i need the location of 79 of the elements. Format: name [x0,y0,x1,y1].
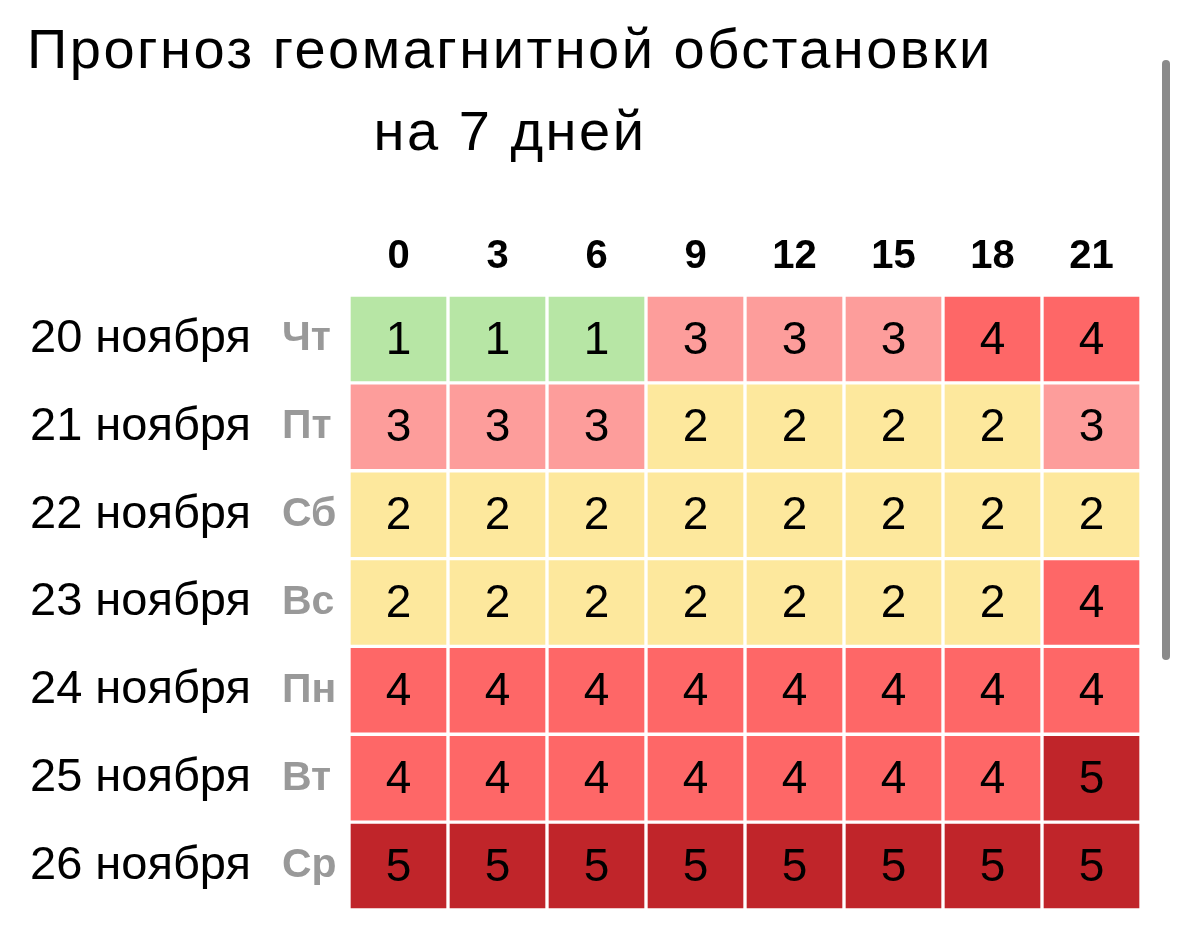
data-label: 4 [1078,575,1105,628]
data-label: 4 [682,663,709,716]
data-label: 2 [979,575,1006,628]
data-label: 4 [385,663,412,716]
data-label: 4 [583,663,610,716]
data-label: 4 [880,663,907,716]
data-label: 5 [781,838,808,891]
chart-title: Прогноз геомагнитной обстановки на 7 дней [26,16,994,164]
data-label: 4 [781,750,808,803]
data-label: 2 [385,487,412,540]
x-tick-label: 21 [1069,232,1114,277]
data-label: 2 [781,399,808,452]
y2-tick-label: Пт [282,401,332,448]
data-label: 5 [385,838,412,891]
data-label: 3 [781,311,808,364]
data-label: 5 [484,838,511,891]
data-label: 5 [1078,750,1105,803]
x-tick-label: 3 [486,232,509,277]
y-tick-label: 24 ноября [30,660,251,714]
x-tick-label: 9 [684,232,707,277]
y-tick-label: 23 ноября [30,572,251,626]
data-label: 4 [979,663,1006,716]
y-tick-label: 25 ноября [30,748,251,802]
x-tick-label: 15 [871,232,916,277]
data-label: 5 [583,838,610,891]
y-tick-label: 20 ноября [30,308,251,362]
data-label: 2 [880,487,907,540]
data-label: 3 [583,399,610,452]
y-tick-label: 22 ноября [30,484,251,538]
x-tick-label: 0 [387,232,410,277]
y2-tick-label: Вс [282,576,335,623]
data-label: 2 [979,487,1006,540]
y2-tick-label: Сб [282,488,337,535]
x-tick-label: 12 [772,232,817,277]
y-tick-label: 26 ноября [30,836,251,890]
data-label: 2 [484,487,511,540]
data-label: 3 [385,399,412,452]
data-label: 4 [682,750,709,803]
data-label: 5 [979,838,1006,891]
y2-tick-label: Вт [282,752,332,799]
x-tick-label: 6 [585,232,608,277]
data-label: 4 [484,663,511,716]
data-label: 2 [880,399,907,452]
data-label: 3 [1078,399,1105,452]
data-label: 1 [583,311,610,364]
data-label: 4 [979,750,1006,803]
data-label: 2 [484,575,511,628]
y2-tick-label: Пн [282,664,337,711]
data-label: 2 [781,575,808,628]
data-label: 4 [484,750,511,803]
data-label: 5 [880,838,907,891]
data-label: 2 [682,575,709,628]
data-label: 3 [484,399,511,452]
y2-tick-label: Ср [282,840,337,887]
data-label: 4 [979,311,1006,364]
y-tick-label: 21 ноября [30,396,251,450]
data-label: 2 [1078,487,1105,540]
data-label: 2 [682,487,709,540]
data-label: 4 [880,750,907,803]
data-label: 2 [583,575,610,628]
data-label: 2 [385,575,412,628]
data-label: 4 [1078,311,1105,364]
data-label: 5 [682,838,709,891]
data-label: 2 [979,399,1006,452]
data-label: 3 [880,311,907,364]
y2-tick-label: Чт [282,313,331,360]
data-label: 2 [880,575,907,628]
data-label: 3 [682,311,709,364]
data-label: 1 [484,311,511,364]
data-label: 1 [385,311,412,364]
data-label: 5 [1078,838,1105,891]
data-label: 4 [781,663,808,716]
data-label: 2 [781,487,808,540]
data-label: 4 [385,750,412,803]
x-tick-label: 18 [970,232,1015,277]
data-label: 4 [1078,663,1105,716]
data-label: 2 [583,487,610,540]
data-label: 4 [583,750,610,803]
data-label: 2 [682,399,709,452]
